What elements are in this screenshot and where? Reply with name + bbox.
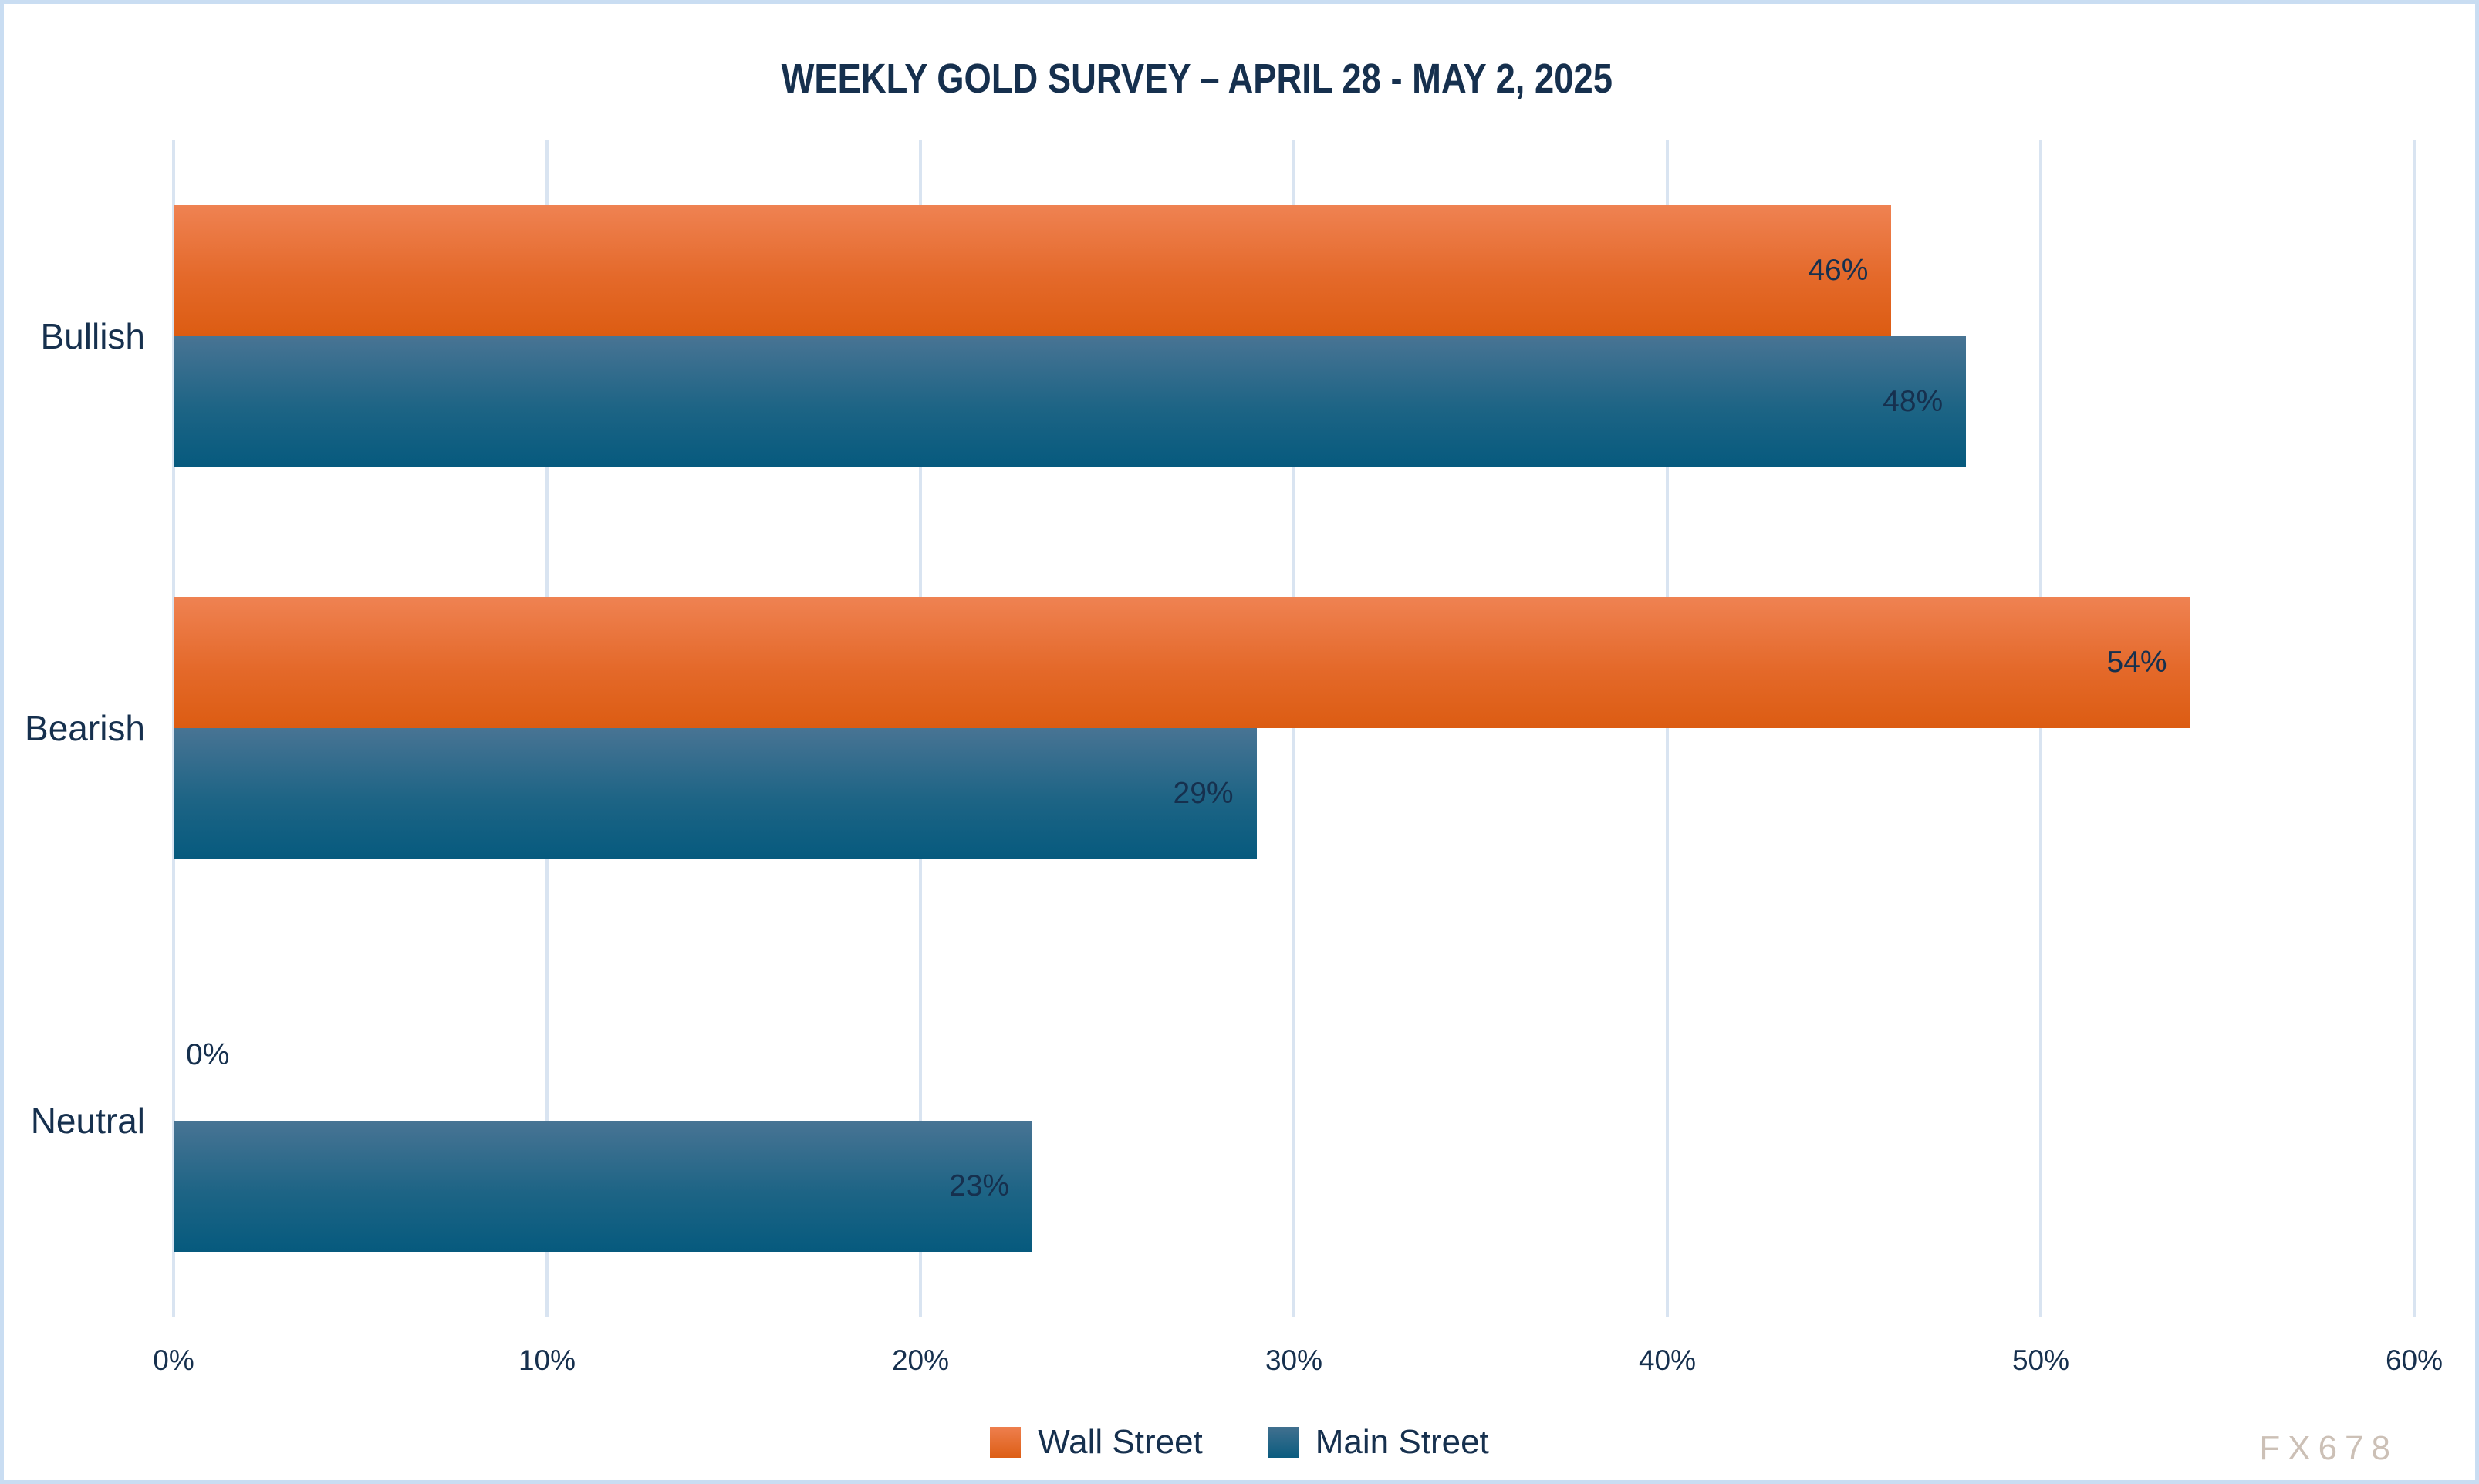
bar-value-label: 48%: [1883, 385, 1944, 419]
bar-value-label: 0%: [186, 1037, 230, 1071]
category-row-neutral: 0% 23%: [174, 925, 2414, 1317]
x-tick-label: 40%: [1638, 1344, 1697, 1376]
legend-item-main-street: Main Street: [1267, 1423, 1489, 1462]
category-row-bearish: 54% 29%: [174, 532, 2414, 924]
category-label-bullish: Bullish: [40, 316, 145, 357]
category-row-bullish: 46% 48%: [174, 140, 2414, 532]
chart-title-text: WEEKLY GOLD SURVEY – APRIL 28 - MAY 2, 2…: [781, 56, 1613, 102]
bar-value-label: 46%: [1808, 254, 1869, 288]
bar-main-street-neutral: 23%: [174, 1120, 1033, 1252]
x-tick-label: 30%: [1265, 1344, 1323, 1376]
gridline-50pct: [2038, 140, 2042, 1317]
y-axis-category-labels: Bullish Bearish Neutral: [4, 140, 145, 1317]
gridline-40pct: [1666, 140, 1669, 1317]
legend-label-main-street: Main Street: [1315, 1423, 1489, 1461]
bar-value-label: 54%: [2106, 646, 2167, 680]
legend: Wall Street Main Street: [4, 1423, 2475, 1462]
bar-main-street-bullish: 48%: [174, 336, 1967, 468]
x-tick-label: 10%: [518, 1344, 576, 1376]
x-axis: 0% 10% 20% 30% 40% 50% 60%: [153, 1344, 2443, 1391]
bar-wall-street-bullish: 46%: [174, 205, 1892, 337]
category-label-bearish: Bearish: [25, 708, 145, 749]
x-tick-label: 60%: [2385, 1344, 2444, 1376]
x-tick-label: 20%: [891, 1344, 950, 1376]
gridline-60pct: [2413, 140, 2416, 1317]
category-label-neutral: Neutral: [30, 1100, 145, 1141]
bar-value-label: 29%: [1173, 777, 1234, 811]
legend-swatch-main-street-icon: [1267, 1427, 1299, 1458]
x-tick-label: 0%: [153, 1344, 194, 1376]
plot-area: 46% 48% 54% 29% 0% 23%: [172, 140, 2416, 1317]
gridline-30pct: [1292, 140, 1295, 1317]
chart-title: WEEKLY GOLD SURVEY – APRIL 28 - MAY 2, 2…: [4, 55, 2475, 103]
legend-item-wall-street: Wall Street: [990, 1423, 1203, 1462]
bar-value-label: 23%: [949, 1169, 1010, 1202]
bar-main-street-bearish: 29%: [174, 728, 1257, 860]
watermark: FX678: [2259, 1429, 2398, 1467]
legend-swatch-wall-street-icon: [990, 1427, 1022, 1458]
x-tick-label: 50%: [2011, 1344, 2070, 1376]
legend-label-wall-street: Wall Street: [1038, 1423, 1203, 1461]
bar-wall-street-bearish: 54%: [174, 597, 2190, 729]
bar-rows: 46% 48% 54% 29% 0% 23%: [174, 140, 2414, 1317]
